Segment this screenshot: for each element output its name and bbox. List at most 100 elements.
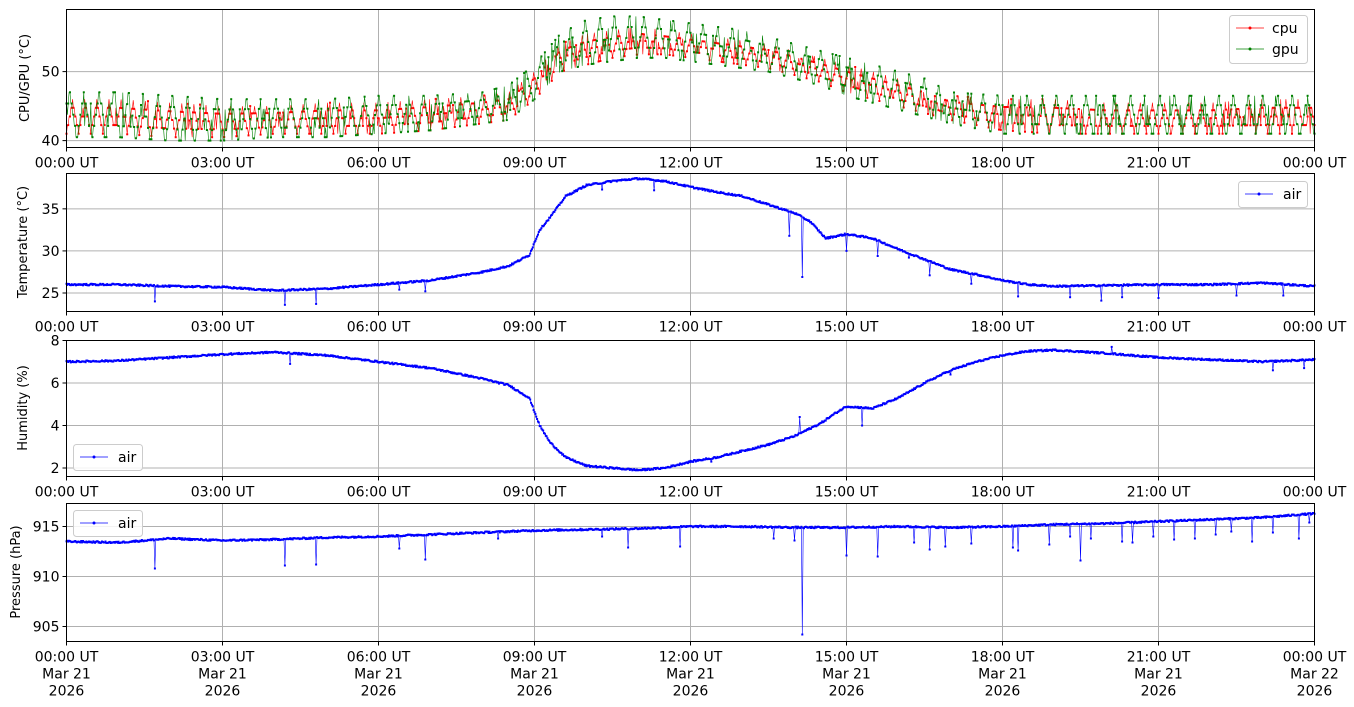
air-point (966, 271, 969, 274)
cpu-point (1162, 109, 1165, 112)
gpu-point (935, 92, 938, 95)
cpu-point (665, 35, 668, 38)
gpu-point (1115, 104, 1118, 107)
air-point (635, 177, 638, 179)
air-point (380, 282, 383, 285)
air-point (875, 238, 877, 241)
cpu-point (615, 42, 617, 45)
cpu-point (306, 125, 309, 128)
air-point (352, 286, 355, 289)
gpu-point (462, 108, 465, 111)
cpu-point (698, 51, 701, 54)
air-point (424, 290, 427, 293)
cpu-point (559, 56, 562, 59)
air-point (166, 356, 168, 359)
air-point (1219, 282, 1221, 285)
gpu-point (684, 40, 687, 43)
cpu-point (323, 117, 326, 120)
air-point (692, 185, 695, 188)
cpu-point (987, 126, 990, 129)
air-point (536, 235, 539, 238)
gpu-point (498, 103, 501, 106)
cpu-point (750, 46, 753, 49)
air-point (153, 284, 155, 287)
gpu-point (1270, 132, 1273, 135)
cpu-point (192, 111, 194, 114)
x-tick-label: 00:00 UT (1283, 485, 1347, 501)
air-point (1152, 283, 1155, 286)
air-point (1141, 354, 1144, 357)
cpu-point (355, 124, 357, 127)
cpu-point (705, 46, 708, 49)
cpu-point (699, 46, 702, 49)
gpu-point (667, 38, 669, 41)
air-point (1202, 283, 1205, 285)
gpu-point (937, 84, 940, 87)
gpu-point (1296, 123, 1299, 126)
x-tick-label: 06:00 UT (347, 156, 411, 172)
gpu-point (904, 81, 907, 84)
air-point (820, 232, 823, 235)
gpu-point (516, 77, 519, 80)
cpu-point (644, 40, 647, 42)
gpu-point (549, 72, 552, 75)
air-point (953, 268, 955, 271)
cpu-point (439, 120, 442, 123)
cpu-point (823, 63, 825, 66)
air-markers (65, 512, 1316, 636)
air-point (1127, 284, 1130, 287)
gpu-point (474, 123, 477, 126)
gpu-point (861, 79, 864, 82)
air-point (412, 281, 415, 284)
cpu-point (552, 71, 555, 74)
cpu-point (1098, 124, 1101, 127)
cpu-point (341, 117, 344, 120)
gpu-point (1292, 104, 1295, 107)
cpu-point (869, 83, 872, 86)
air-point (383, 362, 386, 365)
gpu-point (538, 66, 541, 69)
cpu-point (1225, 108, 1228, 111)
cpu-point (620, 41, 623, 44)
air-point (222, 353, 225, 355)
cpu-point (540, 70, 543, 73)
gpu-point (533, 98, 536, 101)
air-point (824, 419, 827, 422)
air-point (240, 538, 243, 541)
air-point (315, 563, 318, 566)
gpu-point (802, 62, 805, 65)
air-point (576, 190, 578, 193)
cpu-point (75, 124, 78, 127)
gpu-point (807, 55, 810, 58)
cpu-point (254, 112, 257, 115)
cpu-point (96, 106, 99, 109)
gpu-point (713, 44, 716, 47)
gpu-point (968, 109, 971, 112)
y-tick-label: 50 (42, 65, 60, 81)
x-tick-label: 12:00 UT (659, 485, 723, 501)
gpu-point (1261, 94, 1264, 97)
air-point (844, 233, 847, 236)
cpu-point (483, 94, 486, 97)
gpu-point (469, 108, 472, 110)
air-point (1040, 284, 1043, 287)
gpu-point (493, 88, 496, 91)
gpu-point (1027, 104, 1030, 107)
air-point (434, 367, 437, 370)
gpu-point (809, 55, 812, 58)
gpu-point (855, 97, 858, 100)
air-point (615, 180, 618, 183)
cpu-point (103, 124, 106, 127)
gpu-point (1010, 104, 1013, 107)
gpu-point (563, 40, 565, 43)
cpu-point (1057, 107, 1059, 109)
gpu-point (985, 111, 988, 114)
gpu-point (171, 94, 174, 97)
cpu-point (251, 112, 253, 115)
cpu-point (611, 56, 614, 59)
gpu-point (419, 112, 422, 115)
cpu-point (337, 109, 340, 112)
cpu-point (944, 98, 947, 101)
